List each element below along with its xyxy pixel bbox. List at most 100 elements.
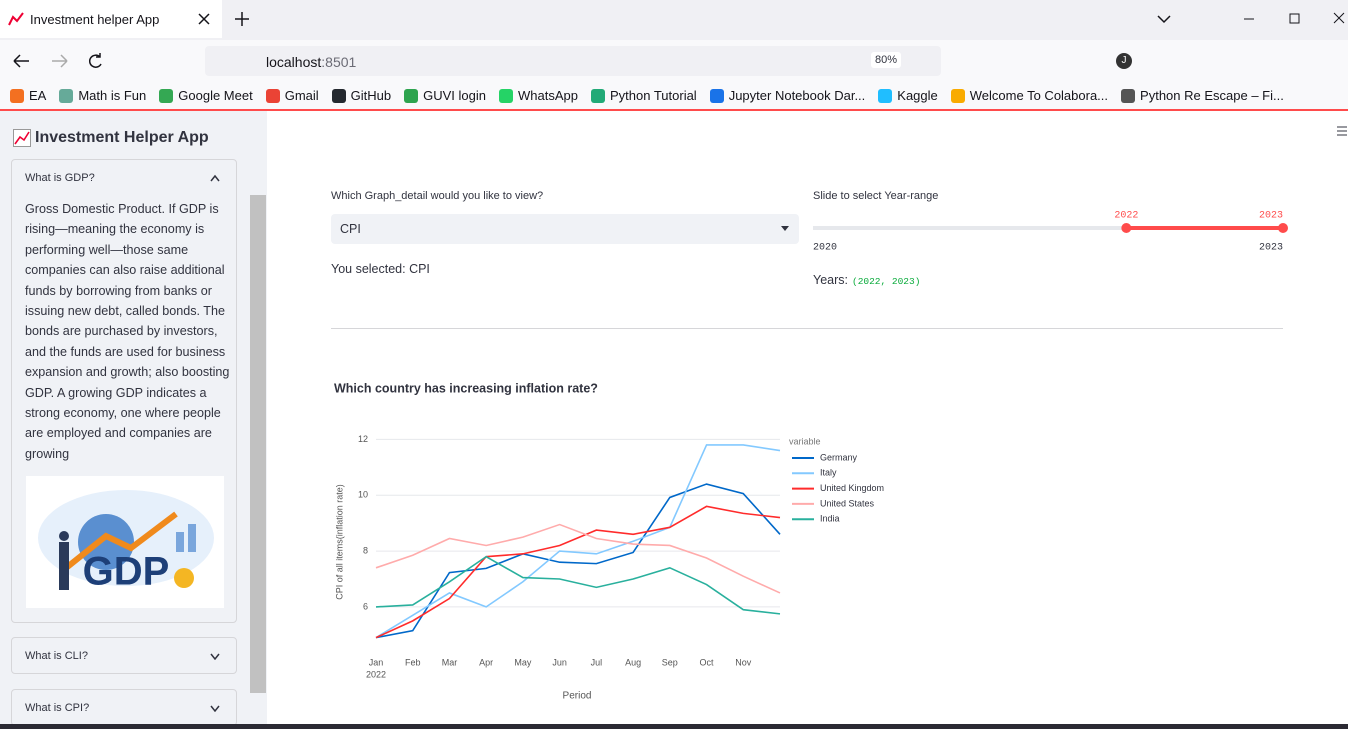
- expander[interactable]: What is GDP? Gross Domestic Product. If …: [11, 159, 237, 623]
- url: localhost:8501: [266, 54, 356, 70]
- bookmark[interactable]: WhatsApp: [499, 88, 578, 103]
- line-series: [375, 444, 781, 639]
- window-controls[interactable]: [1156, 10, 1346, 30]
- slider-handle: [1278, 223, 1288, 233]
- bookmark[interactable]: Kaggle: [878, 88, 938, 103]
- y-axis-label: CPI of all items(inflation rate): [334, 484, 344, 600]
- tab-bar: [0, 0, 1348, 40]
- select-caret: [781, 226, 789, 231]
- bookmark-icon: [59, 88, 74, 103]
- slider[interactable]: Slide to select Year-range 2022 2023 2020 2…: [800, 185, 1300, 295]
- bookmark[interactable]: Gmail: [265, 88, 319, 103]
- menu-button[interactable]: [1337, 126, 1347, 136]
- bookmark-label: Python Tutorial: [609, 88, 697, 103]
- header-decoration: [0, 109, 1348, 111]
- url-port: :8501: [321, 54, 357, 70]
- scrollbar: [250, 195, 266, 693]
- bookmark-icon: [331, 88, 346, 103]
- expander-title: What is GDP?: [25, 172, 95, 184]
- bookmark[interactable]: Welcome To Colabora...: [950, 88, 1109, 103]
- title-icon: [13, 129, 31, 147]
- x-tick-label: Aug: [625, 657, 641, 667]
- bookmark-label: GUVI login: [423, 88, 486, 103]
- x-tick-label: Feb: [405, 657, 421, 667]
- bookmark-icon: [159, 88, 174, 103]
- zoom-level[interactable]: 80%: [871, 52, 902, 68]
- x-tick-year: 2022: [366, 669, 386, 679]
- bookmark-icon: [1121, 88, 1136, 103]
- bookmark-icon: [709, 88, 724, 103]
- bookmark[interactable]: Google Meet: [159, 88, 253, 103]
- divider: [331, 328, 1283, 329]
- select-value: CPI: [340, 222, 361, 236]
- bookmark-icon: [878, 88, 893, 103]
- x-tick-label: Jan: [369, 657, 384, 667]
- bookmark-label: Python Re Escape – Fi...: [1140, 88, 1284, 103]
- bookmark-label: Gmail: [284, 88, 319, 103]
- slider-value: 2023: [1259, 211, 1283, 222]
- sidebar: Investment Helper App What is GDP? Gross…: [0, 111, 267, 729]
- chevron: [210, 653, 220, 660]
- gdp-image: GDP: [26, 476, 224, 608]
- bookmark[interactable]: Python Tutorial: [590, 88, 697, 103]
- line-series: [375, 483, 781, 639]
- x-axis-label: Period: [563, 691, 592, 702]
- bookmark-label: Google Meet: [178, 88, 253, 103]
- x-tick-label: Apr: [479, 657, 493, 667]
- bookmark-icon: [590, 88, 605, 103]
- bookmark-label: Kaggle: [897, 88, 938, 103]
- legend-label: Germany: [820, 452, 858, 462]
- chevron: [210, 705, 220, 712]
- expander[interactable]: What is CPI?: [11, 689, 237, 726]
- bookmark[interactable]: GUVI login: [404, 88, 486, 103]
- bookmark[interactable]: Jupyter Notebook Dar...: [709, 88, 866, 103]
- slider-handle: [1121, 223, 1132, 233]
- line-series: [375, 555, 781, 615]
- y-tick-label: 10: [358, 490, 368, 500]
- bookmark-icon: [950, 88, 965, 103]
- tab-close[interactable]: [198, 13, 210, 25]
- bookmark-icon: [404, 88, 419, 103]
- x-tick-label: May: [514, 657, 532, 667]
- y-tick-label: 12: [358, 434, 368, 444]
- bookmark[interactable]: GitHub: [331, 88, 392, 103]
- chart-title: Which country has increasing inflation r…: [334, 381, 598, 395]
- bookmark[interactable]: EA: [10, 88, 46, 103]
- bookmark-label: WhatsApp: [518, 88, 578, 103]
- x-tick-label: Jun: [552, 657, 567, 667]
- tab-title: Investment helper App: [30, 12, 160, 27]
- url-host: localhost: [266, 54, 322, 70]
- x-tick-label: Mar: [442, 657, 458, 667]
- bookmark-label: Math is Fun: [78, 88, 147, 103]
- bookmark-label: Jupyter Notebook Dar...: [728, 88, 866, 103]
- bookmark-label: EA: [29, 88, 47, 103]
- y-tick-label: 8: [363, 545, 368, 555]
- bookmarks: EA Math is Fun Google Meet Gmail GitHub GUVI …: [10, 88, 1284, 103]
- expander-title: What is CLI?: [25, 650, 88, 662]
- years-value: (2022, 2023): [852, 276, 921, 287]
- chart: Which country has increasing inflation r…: [334, 381, 884, 702]
- years-label: Years:: [813, 273, 848, 287]
- bookmark-label: GitHub: [350, 88, 392, 103]
- nav-buttons[interactable]: [12, 52, 107, 70]
- legend-label: Italy: [820, 468, 837, 478]
- x-tick-label: Sep: [662, 657, 678, 667]
- gdp-illustration: GDP: [38, 490, 214, 594]
- slider-max: 2023: [1259, 243, 1283, 254]
- tab-icon: [8, 12, 24, 26]
- bookmark[interactable]: Python Re Escape – Fi...: [1121, 88, 1284, 103]
- expander[interactable]: What is CLI?: [11, 637, 237, 674]
- tab[interactable]: Investment helper App: [0, 0, 222, 38]
- line-series: [375, 505, 781, 639]
- profile-avatar[interactable]: J: [1116, 53, 1132, 69]
- legend-title: variable: [789, 436, 821, 446]
- slider-value: 2022: [1114, 211, 1138, 222]
- bookmark-icon: [499, 88, 513, 103]
- new-tab[interactable]: [234, 11, 250, 27]
- bookmark-icon: [265, 88, 280, 103]
- bookmark[interactable]: Math is Fun: [59, 88, 146, 103]
- select-box[interactable]: CPI: [331, 214, 799, 244]
- bookmark-icon: [10, 88, 24, 103]
- bookmark-label: Welcome To Colabora...: [969, 88, 1109, 103]
- url-bar[interactable]: localhost:8501 80%: [205, 46, 941, 76]
